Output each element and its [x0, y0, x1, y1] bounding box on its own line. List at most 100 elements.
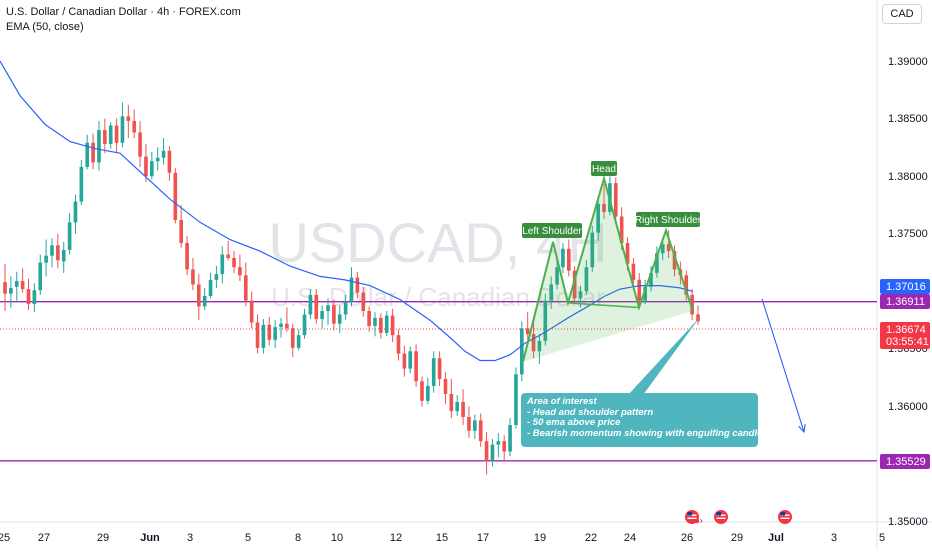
candle-body [26, 289, 31, 305]
candle-body [373, 317, 377, 326]
candle-body [408, 351, 413, 369]
candle-body [384, 315, 389, 333]
watermark-symbol: USDCAD, 4H [268, 211, 607, 274]
time-tick-label: 25 [0, 532, 10, 544]
flag-stripe [716, 517, 726, 519]
event-more-icon: › [700, 516, 703, 525]
candle-body [426, 385, 430, 401]
currency-button[interactable]: CAD [882, 4, 922, 24]
candle-body [120, 116, 125, 143]
candle-body [537, 340, 542, 352]
candle-body [549, 284, 553, 301]
indicator-label[interactable]: EMA (50, close) [6, 21, 84, 33]
economic-events: › [685, 510, 792, 525]
event-dot [694, 518, 700, 524]
price-tick-label: 1.38500 [888, 113, 928, 125]
right-shoulder-label-bg [636, 212, 700, 227]
candle-body [97, 130, 101, 163]
candle-body [44, 255, 48, 263]
candle-body [144, 156, 148, 177]
candle-body [79, 166, 84, 202]
candle-body [32, 290, 37, 305]
candle-body [273, 327, 277, 340]
left-shoulder-label-bg [522, 223, 582, 238]
candle-body [613, 183, 618, 217]
time-tick-label: 3 [187, 532, 193, 544]
candle-body [56, 245, 60, 261]
candle-body [91, 142, 95, 163]
time-axis[interactable]: 25 27 29 Jun 3 5 8 10 12 15 17 19 22 24 26 29 Jul 3 5 [0, 532, 885, 544]
candle-body [220, 254, 225, 275]
candle-body [114, 125, 119, 143]
price-axis[interactable]: 1.390001.385001.380001.375001.370001.365… [880, 56, 930, 528]
upper-level-price-tag: 1.36911 [886, 296, 925, 308]
candle-body [496, 441, 501, 445]
time-tick-label: 5 [245, 532, 251, 544]
time-tick-label: 15 [436, 532, 448, 544]
candle-body [508, 425, 512, 452]
candle-body [525, 328, 530, 335]
candle-body [572, 270, 577, 299]
candle-body [85, 142, 90, 167]
candle-body [578, 291, 583, 299]
price-tick-label: 1.39000 [888, 56, 928, 68]
candle-body [285, 323, 289, 329]
analysis-note: Area of interest - Head and shoulder pat… [521, 393, 768, 447]
symbol-watermark: USDCAD, 4H U.S. Dollar / Canadian Dollar [268, 211, 607, 312]
candle-body [202, 296, 207, 307]
horizontal-levels [0, 300, 877, 462]
candle-body [619, 216, 624, 244]
candle-body [3, 282, 7, 294]
candle-body [467, 416, 471, 431]
candle-body [449, 393, 454, 412]
candle-body [420, 381, 424, 401]
time-tick-label: 29 [731, 532, 743, 544]
candle-body [191, 269, 195, 285]
time-tick-label: Jul [768, 532, 784, 544]
candle-body [696, 314, 700, 322]
time-tick-label: 5 [879, 532, 885, 544]
candle-body [14, 281, 19, 287]
candle-body [214, 274, 219, 280]
time-tick-label: 3 [831, 532, 837, 544]
lower-level-price-tag: 1.35529 [886, 456, 926, 468]
right-shoulder-label: Right Shoulder [635, 215, 702, 226]
candle-body [50, 245, 54, 256]
candle-body [103, 130, 107, 144]
time-tick-label: 17 [477, 532, 489, 544]
candle-body [531, 334, 536, 352]
candle-body [637, 279, 642, 301]
candle-body [243, 275, 248, 301]
note-pointer [628, 317, 700, 395]
candle-body [226, 254, 230, 258]
candle-body [379, 317, 383, 333]
candlestick-series [3, 102, 700, 475]
candle-body [255, 322, 260, 348]
candle-body [261, 324, 266, 348]
note-title: Area of interest [527, 396, 597, 407]
candle-body [367, 310, 371, 326]
candle-body [443, 378, 448, 394]
candle-body [308, 294, 313, 315]
candle-body [631, 263, 636, 280]
candle-body [108, 125, 113, 144]
ema-series [0, 60, 694, 362]
candle-body [655, 253, 659, 273]
candle-body [666, 244, 671, 252]
candle-body [150, 161, 154, 177]
head-label: Head [592, 164, 616, 175]
candle-body [461, 401, 465, 417]
head-label-bg [591, 161, 617, 176]
candle-body [332, 305, 336, 324]
head-shoulders-pattern: Left Shoulder Head Right Shoulder [522, 161, 702, 395]
candle-body [502, 441, 507, 452]
candle-body [155, 157, 160, 162]
candle-body [302, 314, 307, 336]
candle-body [602, 203, 606, 212]
candle-body [132, 120, 137, 133]
candle-body [343, 301, 348, 315]
time-tick-label: 27 [38, 532, 50, 544]
countdown-tag: 03:55:41 [886, 336, 929, 348]
candle-body [138, 132, 142, 157]
candle-body [61, 249, 66, 262]
